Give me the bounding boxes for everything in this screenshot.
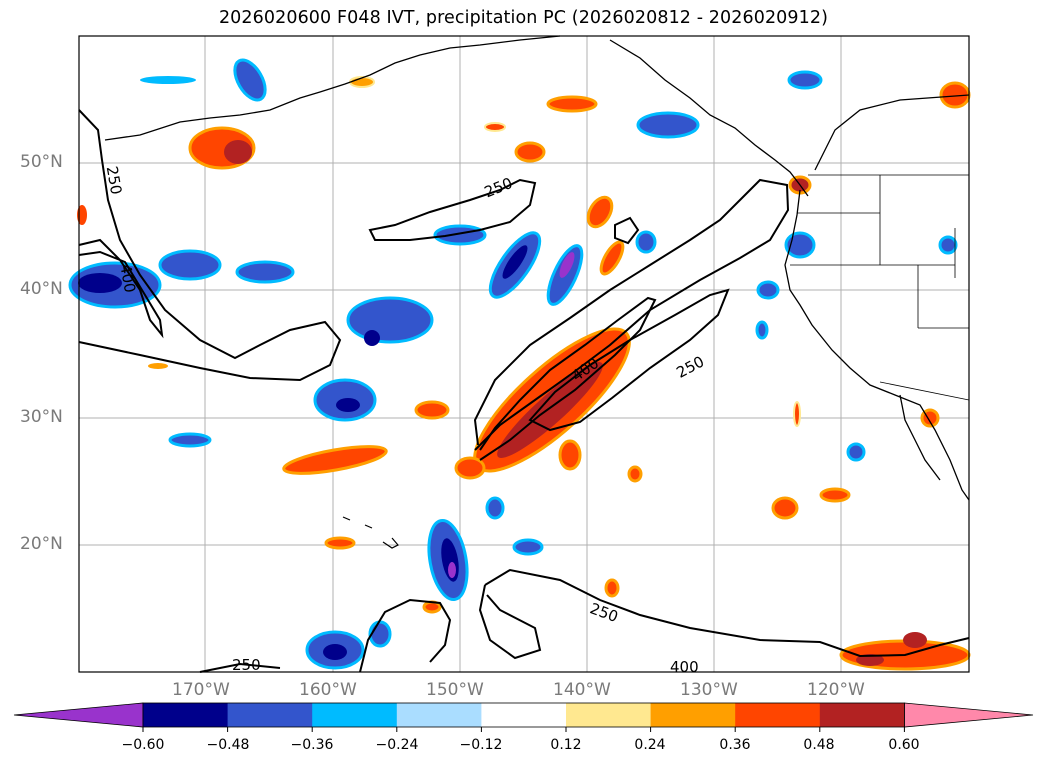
contour-label: 250 xyxy=(103,165,126,196)
colorbar-segment xyxy=(481,703,567,727)
lat-label-50n: 50°N xyxy=(20,152,63,172)
lon-label-150w: 150°W xyxy=(426,680,484,700)
lon-label-160w: 160°W xyxy=(299,680,357,700)
colorbar-tick: 0.60 xyxy=(888,737,920,753)
colorbar-extend-high xyxy=(904,702,1034,728)
lon-label-120w: 120°W xyxy=(807,680,865,700)
colorbar-segment xyxy=(396,703,482,727)
contour-label: 250 xyxy=(232,656,261,674)
colorbar-segment xyxy=(312,703,398,727)
colorbar xyxy=(13,702,1034,732)
colorbar-segment xyxy=(650,703,736,727)
lon-label-140w: 140°W xyxy=(553,680,611,700)
lat-label-40n: 40°N xyxy=(20,279,63,299)
colorbar-segment xyxy=(227,703,313,727)
colorbar-tick: 0.12 xyxy=(550,737,582,753)
colorbar-segment xyxy=(143,703,229,727)
state-borders xyxy=(790,174,970,401)
colorbar-tick: −0.48 xyxy=(206,737,250,753)
colorbar-tick: 0.24 xyxy=(634,737,666,753)
contour-label: 250 xyxy=(587,599,620,626)
map-title: 2026020600 F048 IVT, precipitation PC (2… xyxy=(218,8,829,28)
contour-label: 250 xyxy=(673,352,707,381)
contour-label: 400 xyxy=(670,658,699,676)
contour-label: 400 xyxy=(116,263,139,294)
colorbar-tick: −0.60 xyxy=(121,737,165,753)
ivt-contours xyxy=(78,109,970,673)
colorbar-tick: −0.12 xyxy=(459,737,503,753)
colorbar-tick: 0.36 xyxy=(719,737,751,753)
lat-label-20n: 20°N xyxy=(20,534,63,554)
colorbar-outline xyxy=(142,702,905,728)
coastlines xyxy=(104,35,970,501)
positive-anomaly-areas xyxy=(77,76,971,671)
lon-label-130w: 130°W xyxy=(680,680,738,700)
colorbar-tick: 0.48 xyxy=(803,737,835,753)
colorbar-segment xyxy=(735,703,821,727)
colorbar-tick: −0.36 xyxy=(290,737,334,753)
colorbar-extend-low xyxy=(13,702,144,728)
lon-label-170w: 170°W xyxy=(172,680,230,700)
negative-anomaly-areas xyxy=(68,58,958,670)
lat-label-30n: 30°N xyxy=(20,407,63,427)
colorbar-segment xyxy=(566,703,652,727)
colorbar-segment xyxy=(819,703,905,727)
map-frame xyxy=(78,35,970,673)
contour-label: 250 xyxy=(482,174,515,201)
hawaiian-islands xyxy=(342,516,399,549)
colorbar-tick: −0.24 xyxy=(375,737,419,753)
